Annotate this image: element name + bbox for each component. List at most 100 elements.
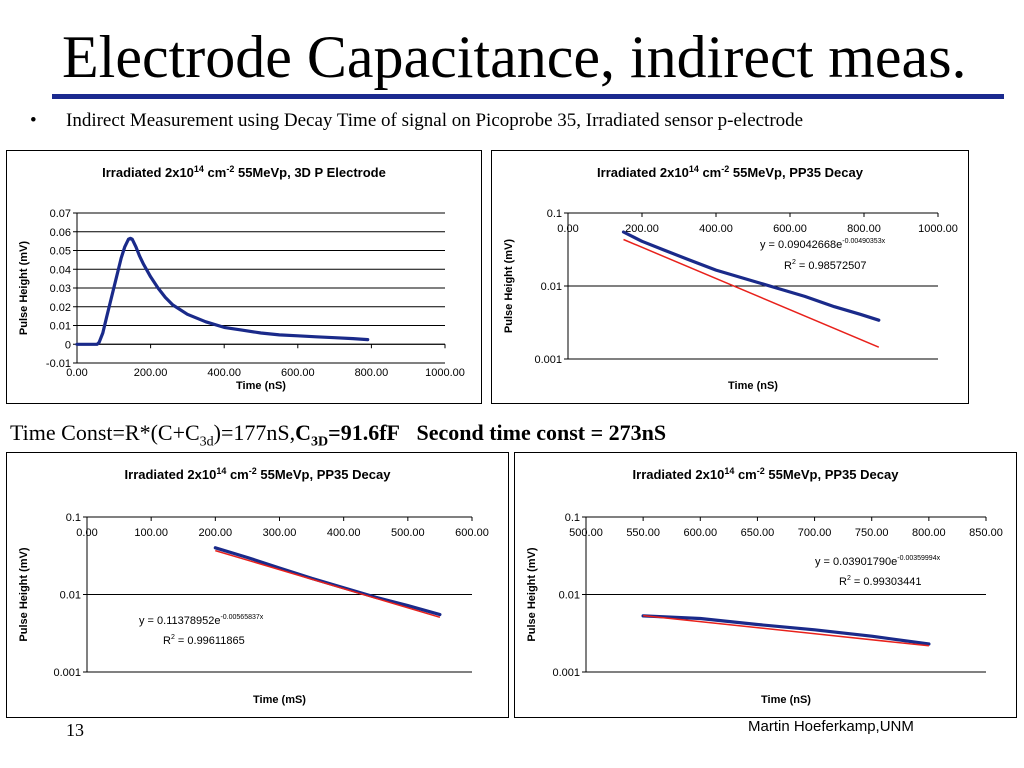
- page-number: 13: [66, 720, 84, 740]
- fit-line: [215, 549, 441, 619]
- x-tick-label: 850.00: [969, 527, 1003, 539]
- bullet-text: Indirect Measurement using Decay Time of…: [66, 110, 804, 131]
- data-series: [213, 546, 442, 617]
- x-tick-label: 600.00: [773, 223, 807, 235]
- y-tick-label: 0.1: [66, 512, 81, 524]
- chart-title-text: cm: [226, 467, 248, 482]
- chart-title-sup: -2: [226, 164, 234, 174]
- x-tick-label: 800.00: [355, 367, 389, 379]
- x-tick-label: 750.00: [855, 527, 889, 539]
- x-tick-label: 0.00: [76, 527, 97, 539]
- x-tick-label: 400.00: [699, 223, 733, 235]
- y-tick-label: 0.02: [50, 302, 71, 314]
- x-tick-label: 200.00: [199, 527, 233, 539]
- x-tick-label: 600.00: [455, 527, 489, 539]
- x-tick-label: 800.00: [912, 527, 946, 539]
- chart-title-text: cm: [204, 165, 226, 180]
- chart-title-text: 55MeVp, PP35 Decay: [729, 165, 863, 180]
- y-axis-label: Pulse Height (mV): [18, 241, 30, 335]
- r-squared-text: R: [784, 260, 792, 272]
- y-axis-label: Pulse Height (mV): [18, 547, 30, 641]
- fit-r-squared: R2 = 0.98572507: [784, 259, 867, 272]
- y-tick-label: 0.1: [565, 512, 580, 524]
- x-tick-label: 200.00: [134, 367, 168, 379]
- chart-title-text: Irradiated 2x10: [597, 165, 689, 180]
- x-axis-label: Time (nS): [761, 694, 811, 706]
- r-squared-text: = 0.99611865: [175, 635, 245, 647]
- chart-title-sup: 14: [216, 466, 226, 476]
- chart-title-text: 55MeVp, PP35 Decay: [765, 467, 899, 482]
- y-tick-label: 0.001: [534, 354, 562, 366]
- fit-equation: y = 0.09042668e-0.00490353x: [760, 238, 886, 251]
- fit-equation-text: y = 0.09042668e: [760, 239, 842, 251]
- x-tick-label: 0.00: [557, 223, 578, 235]
- y-tick-label: 0.07: [50, 208, 71, 220]
- chart-title: Irradiated 2x1014 cm-2 55MeVp, 3D P Elec…: [102, 164, 386, 180]
- r-squared-sup: 2: [792, 259, 796, 266]
- x-tick-label: 650.00: [741, 527, 775, 539]
- slide-title: Electrode Capacitance, indirect meas.: [62, 24, 967, 90]
- y-tick-label: 0.04: [50, 264, 71, 276]
- chart-title: Irradiated 2x1014 cm-2 55MeVp, PP35 Deca…: [125, 466, 392, 482]
- fit-equation-text: y = 0.03901790e: [815, 556, 897, 568]
- chart-pp35-decay-3: Irradiated 2x1014 cm-2 55MeVp, PP35 Deca…: [514, 452, 1017, 718]
- chart-svg-pp35-decay-1: Irradiated 2x1014 cm-2 55MeVp, PP35 Deca…: [503, 164, 958, 392]
- chart-title-sup: 14: [724, 466, 734, 476]
- chart-title-sup: -2: [249, 466, 257, 476]
- chart-title-text: Irradiated 2x10: [102, 165, 194, 180]
- fit-r-squared: R2 = 0.99611865: [163, 634, 245, 647]
- chart-svg-pp35-decay-2: Irradiated 2x1014 cm-2 55MeVp, PP35 Deca…: [18, 466, 489, 706]
- caption-bold-sub: 3D: [311, 434, 329, 450]
- caption-second-time-const: Second time const = 273nS: [416, 420, 667, 445]
- fit-equation-exponent: -0.00565837x: [220, 614, 263, 621]
- x-axis-label: Time (nS): [236, 380, 286, 392]
- bullet-dot: •: [30, 110, 37, 131]
- x-tick-label: 800.00: [847, 223, 881, 235]
- chart-title-sup: -2: [757, 466, 765, 476]
- x-tick-label: 400.00: [207, 367, 241, 379]
- chart-title: Irradiated 2x1014 cm-2 55MeVp, PP35 Deca…: [597, 164, 864, 180]
- y-tick-label: 0: [65, 339, 71, 351]
- data-series: [621, 230, 881, 322]
- y-tick-label: 0.01: [50, 321, 71, 333]
- x-tick-label: 600.00: [683, 527, 717, 539]
- fit-r-squared: R2 = 0.99303441: [839, 575, 922, 588]
- chart-title-text: 55MeVp, PP35 Decay: [257, 467, 391, 482]
- y-axis-label: Pulse Height (mV): [503, 239, 515, 333]
- fit-equation-exponent: -0.00359994x: [897, 555, 940, 562]
- y-axis-label: Pulse Height (mV): [526, 547, 538, 641]
- fit-line: [643, 614, 929, 647]
- x-tick-label: 200.00: [625, 223, 659, 235]
- caption-part1: Time Const=R*(C+C: [10, 420, 200, 445]
- data-series: [641, 614, 931, 646]
- x-tick-label: 400.00: [327, 527, 361, 539]
- chart-title-text: Irradiated 2x10: [125, 467, 217, 482]
- r-squared-text: R: [839, 576, 847, 588]
- chart-title-text: 55MeVp, 3D P Electrode: [234, 165, 386, 180]
- r-squared-text: = 0.99303441: [851, 576, 922, 588]
- y-tick-label: 0.01: [541, 281, 562, 293]
- fit-equation-exponent: -0.00490353x: [842, 238, 885, 245]
- chart-svg-3d-p-electrode: Irradiated 2x1014 cm-2 55MeVp, 3D P Elec…: [18, 164, 465, 392]
- y-tick-label: 0.01: [60, 590, 81, 602]
- chart-title-text: Irradiated 2x10: [633, 467, 725, 482]
- x-tick-label: 500.00: [391, 527, 425, 539]
- y-tick-label: -0.01: [46, 358, 71, 370]
- x-tick-label: 1000.00: [918, 223, 958, 235]
- chart-pp35-decay-1: Irradiated 2x1014 cm-2 55MeVp, PP35 Deca…: [491, 150, 969, 404]
- x-axis-label: Time (nS): [728, 380, 778, 392]
- x-tick-label: 1000.00: [425, 367, 465, 379]
- r-squared-sup: 2: [847, 575, 851, 582]
- x-tick-label: 300.00: [263, 527, 297, 539]
- r-squared-sup: 2: [171, 634, 175, 641]
- fit-equation: y = 0.11378952e-0.00565837x: [139, 614, 264, 627]
- caption-sub1: 3d: [199, 434, 214, 450]
- y-tick-label: 0.01: [559, 590, 580, 602]
- time-constant-caption: Time Const=R*(C+C3d)=177nS,C3D=91.6fF Se…: [10, 420, 666, 450]
- r-squared-text: R: [163, 635, 171, 647]
- x-tick-label: 600.00: [281, 367, 315, 379]
- chart-title-sup: 14: [194, 164, 204, 174]
- author-credit: Martin Hoeferkamp,UNM: [748, 718, 914, 735]
- caption-bold-rest: =91.6fF: [328, 420, 400, 445]
- chart-3d-p-electrode: Irradiated 2x1014 cm-2 55MeVp, 3D P Elec…: [6, 150, 482, 404]
